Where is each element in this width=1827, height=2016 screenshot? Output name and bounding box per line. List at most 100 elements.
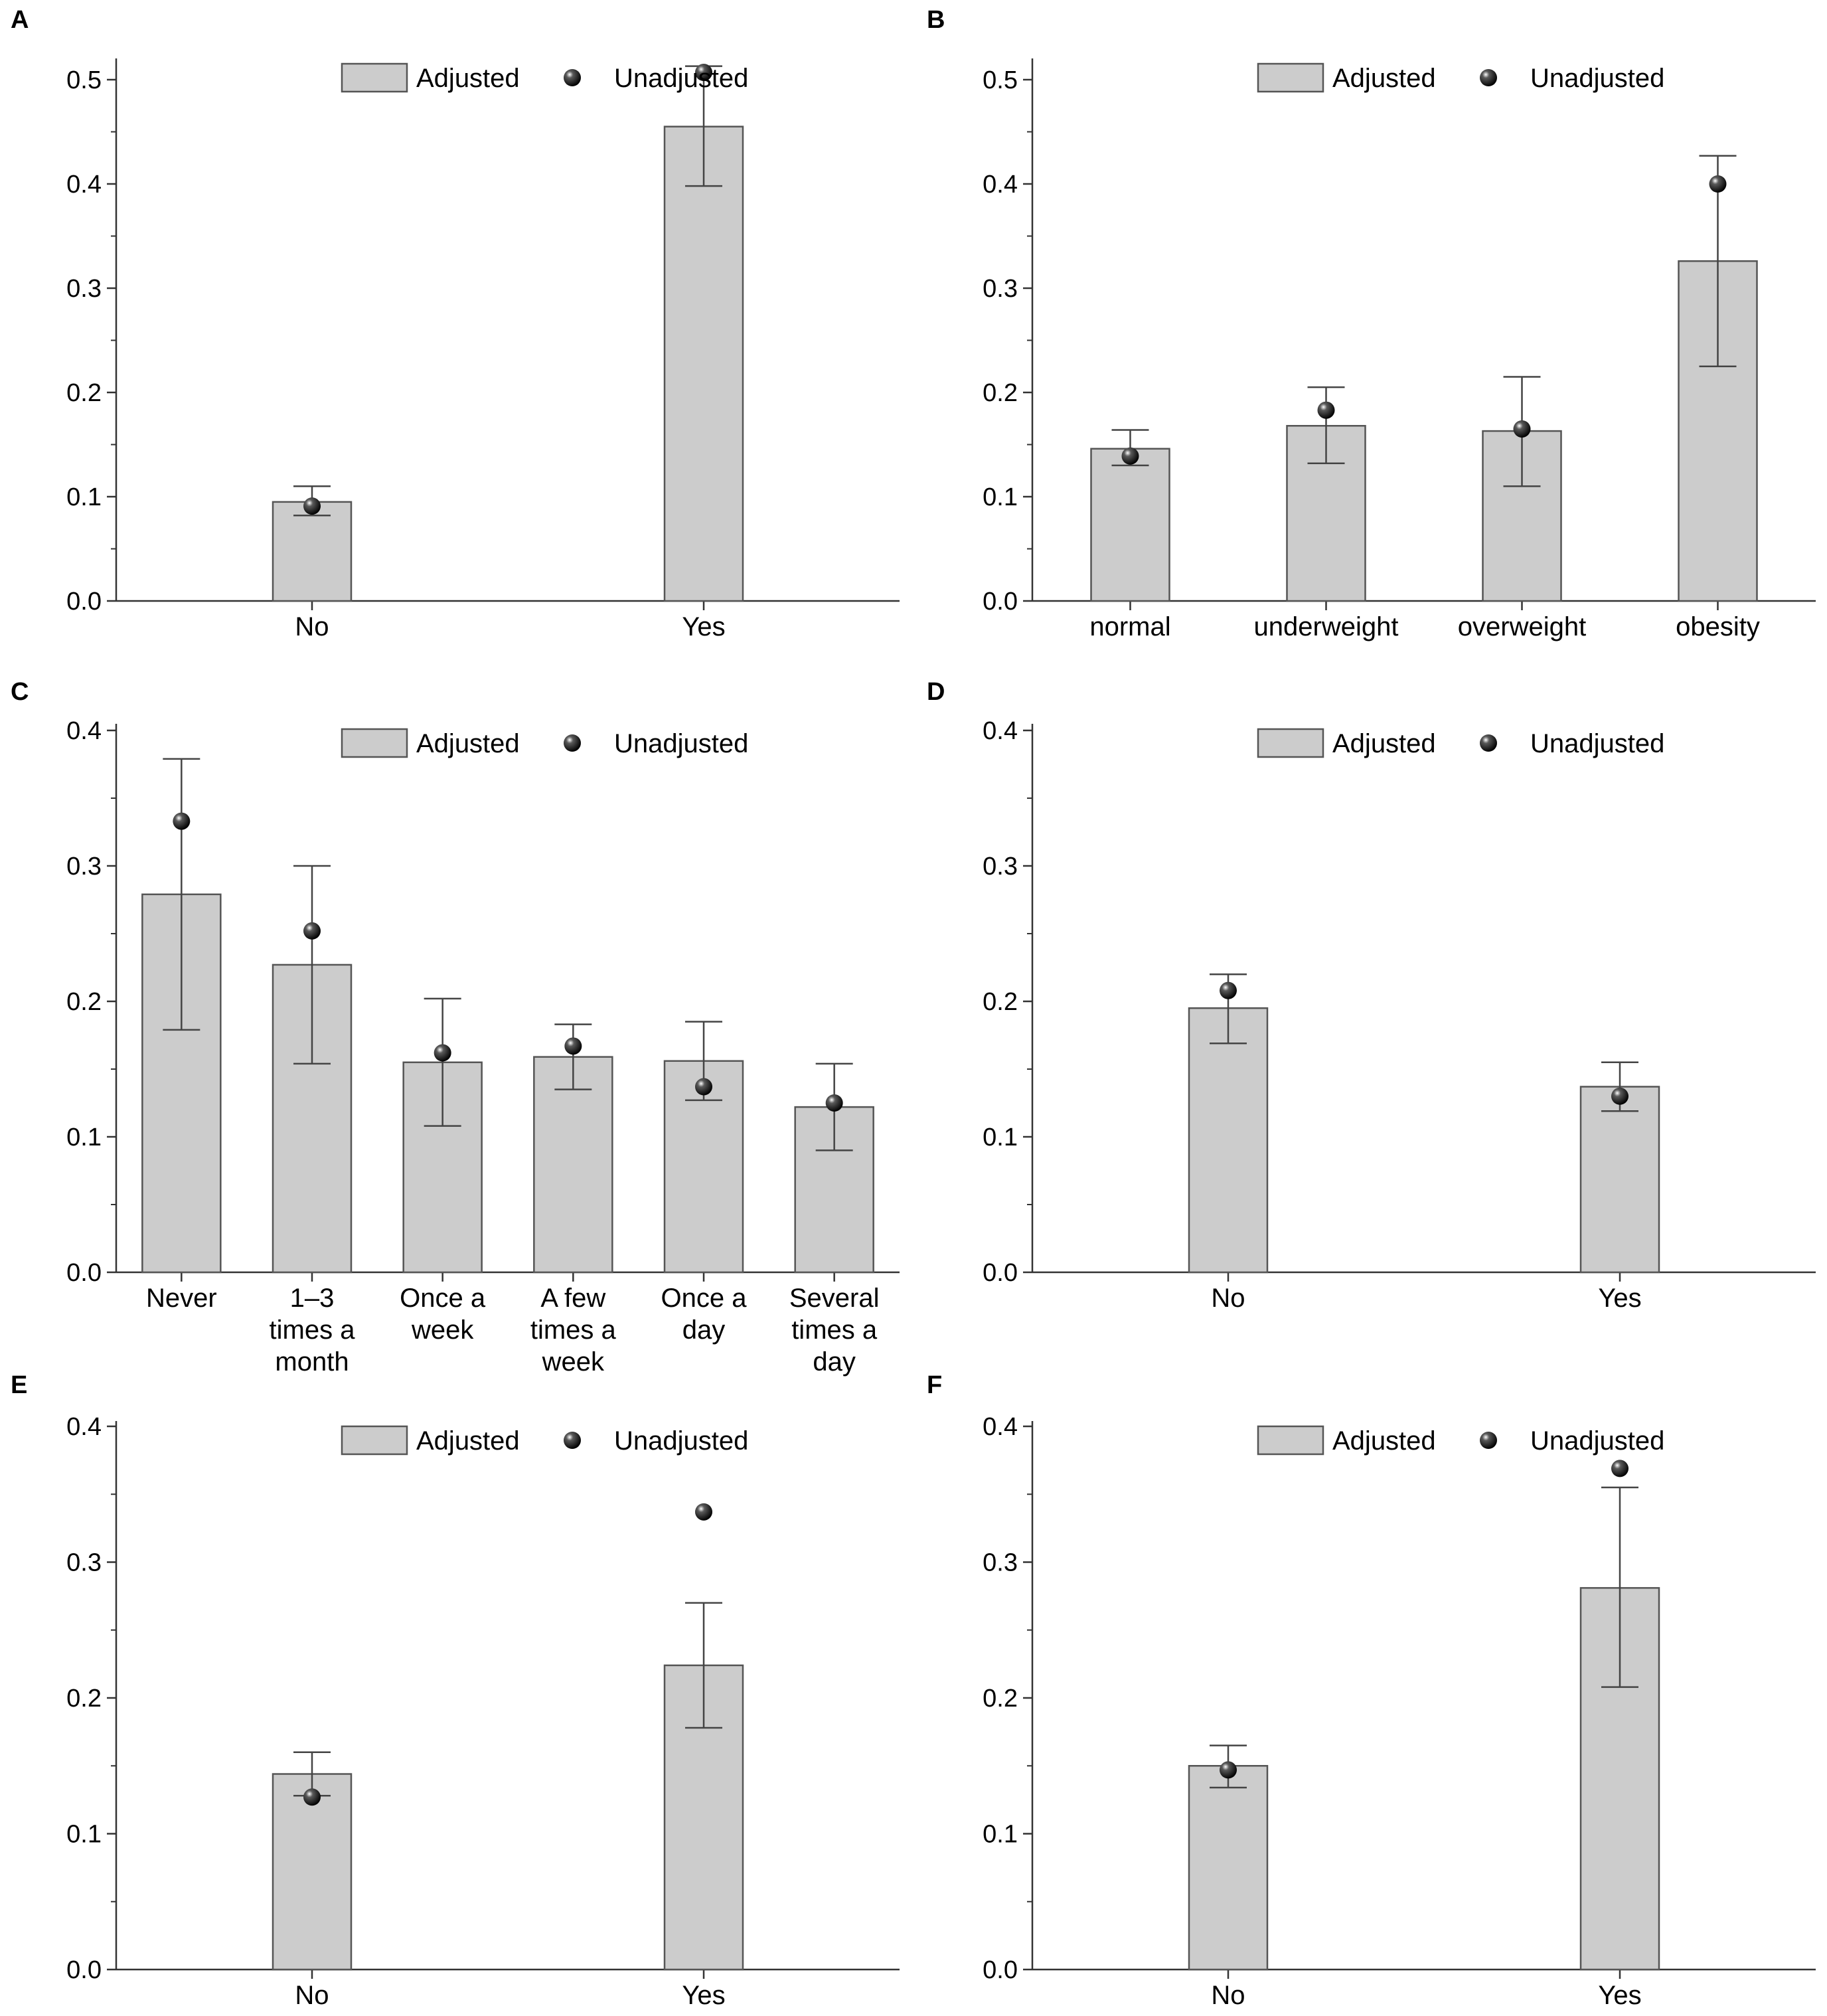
legend-marker-unadjusted bbox=[564, 734, 581, 752]
x-tick-label-line: Yes bbox=[1598, 1284, 1641, 1313]
legend: Adjusted Unadjusted bbox=[341, 1425, 748, 1456]
point-unadjusted bbox=[1317, 401, 1335, 419]
x-tick-label-line: No bbox=[1211, 1981, 1245, 2010]
y-tick-label: 0.3 bbox=[983, 853, 1018, 881]
legend-label-unadjusted: Unadjusted bbox=[1530, 64, 1664, 93]
x-tick-label-line: day bbox=[682, 1315, 726, 1345]
y-tick-label: 0.3 bbox=[66, 275, 102, 303]
legend-marker-unadjusted bbox=[564, 69, 581, 86]
legend-swatch-adjusted bbox=[341, 1425, 408, 1456]
y-tick-label: 0.4 bbox=[66, 717, 102, 745]
panel-letter: D bbox=[927, 678, 945, 706]
legend: Adjusted Unadjusted bbox=[341, 728, 748, 758]
y-tick-label: 0.2 bbox=[983, 988, 1018, 1016]
x-tick-label: Yes bbox=[1598, 1981, 1641, 2010]
y-tick-label: 0.3 bbox=[983, 275, 1018, 303]
x-tick-label-line: No bbox=[1211, 1284, 1245, 1313]
y-tick-label: 0.0 bbox=[66, 588, 102, 616]
x-tick-label-line: Yes bbox=[682, 612, 725, 641]
x-tick-label: overweight bbox=[1458, 612, 1586, 641]
x-tick-label-line: obesity bbox=[1676, 612, 1760, 641]
point-unadjusted bbox=[173, 812, 191, 830]
bar-adjusted bbox=[1579, 1086, 1660, 1274]
panel-b: B 0.0 0.1 0.2 0.3 0.4 0.5 normal underweight over… bbox=[927, 6, 1816, 641]
point-unadjusted bbox=[695, 1078, 712, 1096]
y-tick-label: 0.0 bbox=[66, 1956, 102, 1984]
panel-letter: F bbox=[927, 1371, 942, 1399]
x-tick-label-line: A few bbox=[540, 1284, 605, 1313]
y-tick-label: 0.4 bbox=[66, 171, 102, 199]
x-tick-label-line: No bbox=[295, 612, 329, 641]
x-tick-label-line: Yes bbox=[682, 1981, 725, 2010]
legend-swatch-adjusted bbox=[341, 62, 408, 93]
x-tick-label-line: Several bbox=[789, 1284, 880, 1313]
legend-marker-unadjusted bbox=[1480, 734, 1497, 752]
legend-swatch-adjusted bbox=[341, 728, 408, 758]
panel-letter: B bbox=[927, 6, 945, 34]
legend-label-adjusted: Adjusted bbox=[1332, 729, 1436, 758]
panel-e: E 0.0 0.1 0.2 0.3 0.4 No Yes Adjusted Unadjusted bbox=[11, 1371, 900, 2010]
legend-swatch-adjusted bbox=[1257, 62, 1324, 93]
bar-adjusted bbox=[272, 501, 353, 602]
legend-swatch-adjusted bbox=[1257, 728, 1324, 758]
legend-label-unadjusted: Unadjusted bbox=[614, 64, 748, 93]
panel-letter: E bbox=[11, 1371, 27, 1399]
y-tick-label: 0.2 bbox=[66, 1685, 102, 1713]
legend-label-unadjusted: Unadjusted bbox=[1530, 1426, 1664, 1456]
x-tick-label: Never bbox=[146, 1284, 217, 1313]
bar-adjusted bbox=[1188, 1765, 1269, 1971]
x-tick-label-line: Once a bbox=[400, 1284, 486, 1313]
y-tick-label: 0.0 bbox=[66, 1259, 102, 1287]
y-tick-label: 0.0 bbox=[983, 1259, 1018, 1287]
x-tick-label: No bbox=[1211, 1284, 1245, 1313]
bar-adjusted bbox=[663, 126, 744, 602]
y-tick-label: 0.3 bbox=[66, 853, 102, 881]
x-tick-label-line: normal bbox=[1089, 612, 1170, 641]
bar-adjusted bbox=[1090, 448, 1170, 602]
y-tick-label: 0.1 bbox=[983, 483, 1018, 511]
panel-letter: C bbox=[11, 678, 29, 706]
x-tick-label: Once a day bbox=[661, 1284, 748, 1345]
legend-label-unadjusted: Unadjusted bbox=[614, 1426, 748, 1456]
y-tick-label: 0.1 bbox=[983, 1124, 1018, 1151]
legend-label-unadjusted: Unadjusted bbox=[614, 729, 748, 758]
y-tick-label: 0.3 bbox=[983, 1549, 1018, 1577]
legend-marker-unadjusted bbox=[1480, 69, 1497, 86]
x-tick-label: 1–3 times a month bbox=[270, 1284, 356, 1377]
y-tick-label: 0.0 bbox=[983, 1956, 1018, 1984]
point-unadjusted bbox=[303, 1788, 321, 1806]
legend-marker-unadjusted bbox=[564, 1432, 581, 1449]
x-tick-label-line: Once a bbox=[661, 1284, 748, 1313]
legend: Adjusted Unadjusted bbox=[341, 62, 748, 93]
x-tick-label-line: times a bbox=[270, 1315, 356, 1345]
legend: Adjusted Unadjusted bbox=[1257, 62, 1664, 93]
point-unadjusted bbox=[303, 497, 321, 515]
legend-label-adjusted: Adjusted bbox=[416, 1426, 520, 1456]
point-unadjusted bbox=[695, 1503, 712, 1521]
panel-f: F 0.0 0.1 0.2 0.3 0.4 No Yes Adjusted Unadjusted bbox=[927, 1371, 1816, 2010]
y-tick-label: 0.4 bbox=[983, 171, 1018, 199]
x-tick-label-line: underweight bbox=[1254, 612, 1399, 641]
point-unadjusted bbox=[1709, 175, 1727, 193]
x-tick-label-line: No bbox=[295, 1981, 329, 2010]
legend: Adjusted Unadjusted bbox=[1257, 1425, 1664, 1456]
panel-a: A 0.0 0.1 0.2 0.3 0.4 0.5 No Yes Adjusted Unadjust… bbox=[11, 6, 900, 641]
x-tick-label: normal bbox=[1089, 612, 1170, 641]
panel-letter: A bbox=[11, 6, 29, 34]
x-tick-label-line: Yes bbox=[1598, 1981, 1641, 2010]
y-tick-label: 0.4 bbox=[983, 1413, 1018, 1441]
point-unadjusted bbox=[1220, 1761, 1237, 1779]
bar-adjusted bbox=[1188, 1007, 1269, 1274]
x-tick-label: Several times a day bbox=[789, 1284, 880, 1377]
x-tick-label-line: week bbox=[542, 1347, 605, 1377]
point-unadjusted bbox=[1220, 981, 1237, 999]
point-unadjusted bbox=[695, 64, 712, 82]
legend-label-adjusted: Adjusted bbox=[416, 729, 520, 758]
x-tick-label-line: 1–3 bbox=[290, 1284, 335, 1313]
y-tick-label: 0.4 bbox=[66, 1413, 102, 1441]
x-tick-label: No bbox=[1211, 1981, 1245, 2010]
point-unadjusted bbox=[1513, 420, 1531, 438]
y-tick-label: 0.2 bbox=[66, 379, 102, 407]
